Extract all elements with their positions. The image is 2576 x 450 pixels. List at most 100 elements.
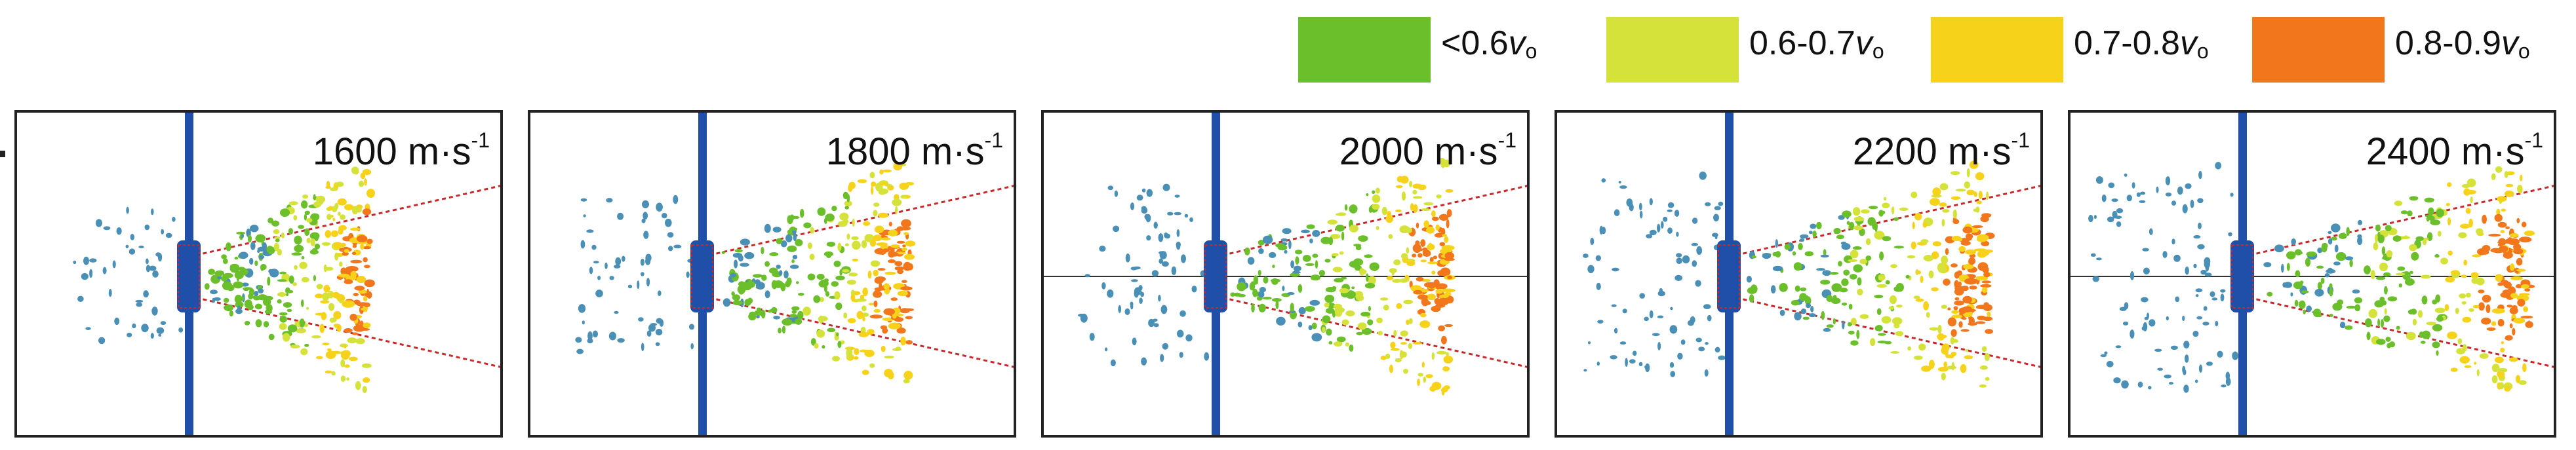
fragment (125, 244, 129, 248)
fragment (1400, 176, 1409, 184)
fragment (2518, 380, 2527, 385)
fragment (748, 312, 757, 321)
fragment (1937, 324, 1942, 334)
fragment (732, 300, 743, 306)
fragment (583, 214, 586, 217)
fragment (798, 292, 804, 296)
fragment (776, 265, 781, 269)
fragment (2383, 315, 2390, 322)
fragment (243, 287, 250, 291)
fragment (1431, 352, 1435, 360)
fragment (786, 277, 792, 286)
fragment (346, 377, 349, 381)
fragment (126, 206, 129, 214)
fragment (288, 275, 294, 284)
fragment (846, 280, 856, 285)
fragment (764, 223, 771, 233)
fragment (1332, 267, 1343, 272)
fragment (1439, 242, 1446, 246)
fragment (1966, 168, 1970, 178)
fragment (1831, 297, 1841, 305)
fragment (355, 338, 365, 345)
fragment (1911, 191, 1918, 198)
fragment (1853, 225, 1863, 231)
fragment (2476, 369, 2480, 377)
fragment (273, 229, 280, 234)
fragment (1649, 229, 1657, 236)
fragment (852, 258, 859, 262)
fragment (344, 345, 347, 348)
fragment (150, 333, 154, 339)
fragment (1923, 301, 1929, 310)
fragment (1158, 233, 1164, 242)
fragment (1823, 328, 1831, 332)
fragment (355, 206, 362, 213)
fragment (340, 214, 346, 220)
fragment (1334, 341, 1343, 347)
fragment (1084, 274, 1090, 278)
fragment (1638, 202, 1642, 211)
fragment (890, 244, 900, 248)
cone-line-lower (702, 295, 1014, 368)
fragment (339, 299, 343, 304)
fragment (1275, 243, 1285, 248)
fragment (1941, 373, 1946, 381)
fragment (905, 340, 913, 345)
fragment (1841, 278, 1849, 286)
fragment (353, 324, 366, 332)
fragment (1981, 280, 1991, 284)
fragment (1939, 183, 1949, 191)
fragment (2317, 247, 2323, 253)
fragment (1400, 330, 1408, 337)
fragment (2496, 196, 2507, 202)
fragment (1833, 318, 1836, 325)
fragment (1705, 342, 1709, 345)
fragment (2461, 183, 2470, 189)
fragment (1583, 253, 1589, 258)
fragment (881, 345, 886, 352)
fragment (2428, 207, 2434, 216)
fragment (1640, 210, 1643, 219)
fragment (1676, 253, 1682, 258)
fragment (1409, 181, 1413, 187)
fragment (1383, 305, 1389, 310)
fragment (589, 267, 593, 274)
fragment (241, 233, 244, 238)
legend-swatch (1606, 17, 1739, 83)
fragment (2352, 289, 2360, 294)
fragment (1162, 183, 1170, 191)
fragment (1639, 293, 1645, 299)
fragment (1275, 300, 1279, 310)
fragment (1879, 251, 1884, 261)
fragment (319, 324, 325, 333)
fragment (871, 181, 877, 187)
fragment (2385, 337, 2391, 342)
fragment (362, 363, 372, 368)
fragment (1942, 209, 1950, 213)
fragment (1309, 299, 1320, 306)
fragment (1692, 217, 1698, 224)
fragment (322, 292, 330, 301)
fragment (902, 280, 907, 283)
fragment (900, 337, 906, 346)
fragment (1670, 371, 1676, 377)
fragment (2517, 185, 2522, 193)
fragment (848, 181, 856, 189)
fragment (2409, 271, 2413, 274)
fragment (1861, 209, 1870, 214)
fragment (1417, 294, 1428, 300)
fragment (792, 255, 798, 259)
fragment (340, 375, 346, 382)
fragment (2108, 182, 2115, 189)
fragment (873, 234, 882, 242)
fragment (1390, 341, 1396, 348)
fragment (1896, 305, 1903, 308)
fragment (2209, 291, 2215, 297)
fragment (1952, 210, 1957, 219)
fragment (315, 312, 326, 316)
fragment (2204, 272, 2212, 277)
fragment (2193, 263, 2197, 269)
fragment (813, 295, 821, 303)
fragment (1980, 216, 1989, 223)
fragment (1421, 278, 1431, 282)
